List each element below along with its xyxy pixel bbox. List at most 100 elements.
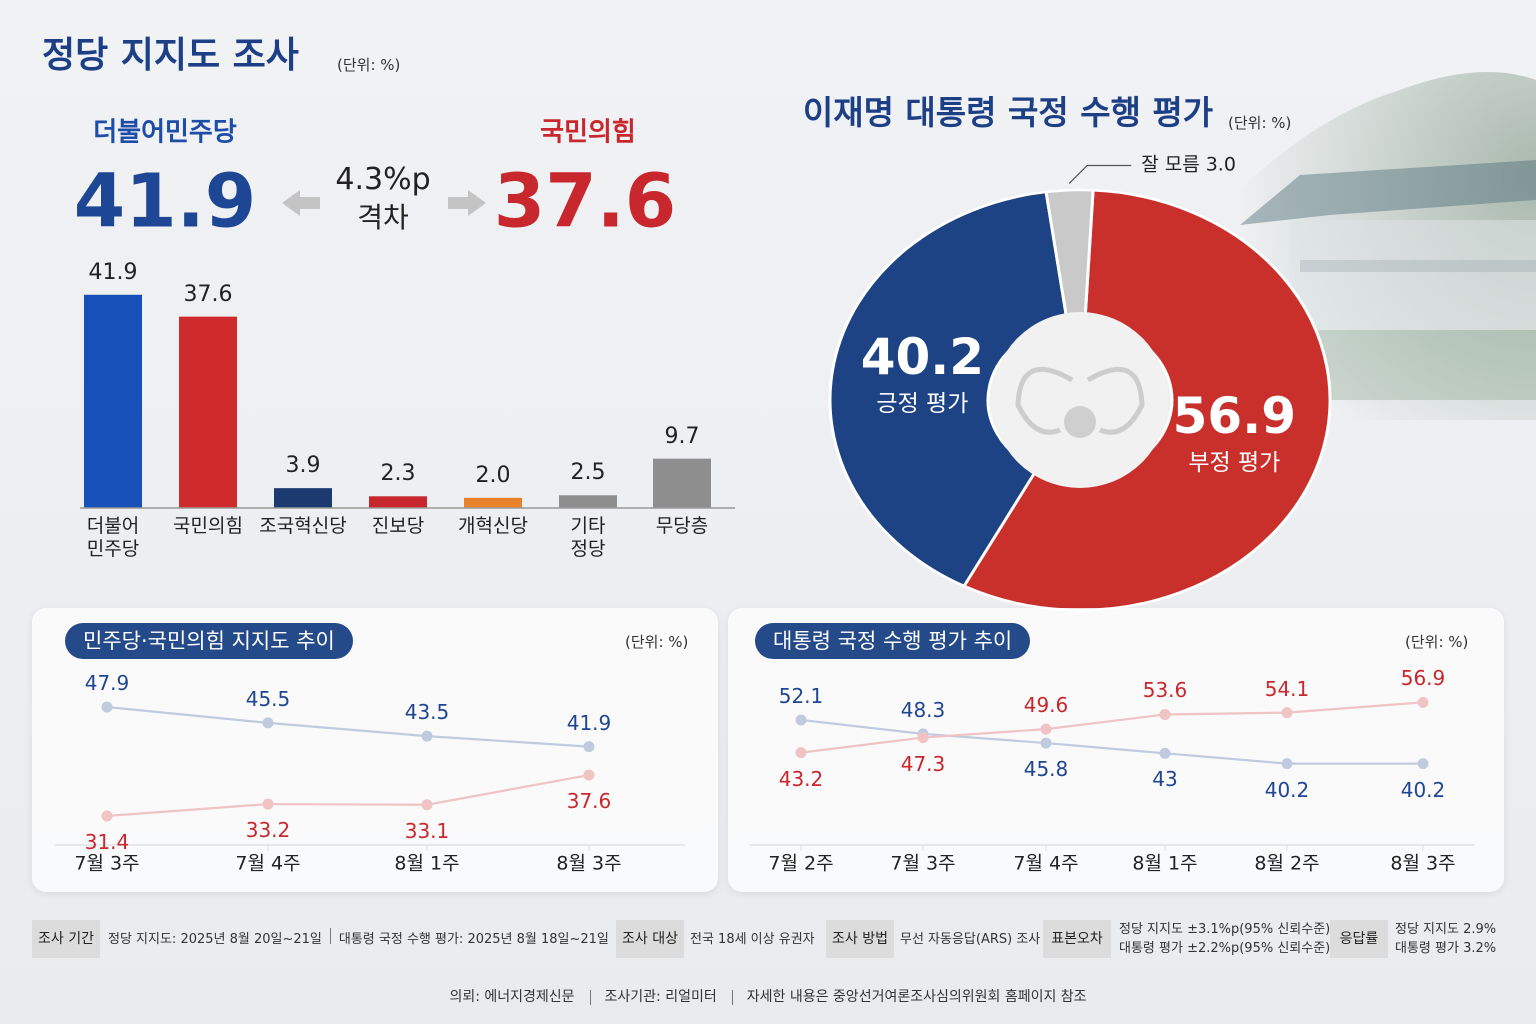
x-tick-label: 8월 1주 bbox=[394, 852, 460, 875]
footer-text: 무선 자동응답(ARS) 조사 bbox=[900, 931, 1041, 947]
x-tick-label: 8월 1주 bbox=[1132, 852, 1198, 875]
value-label: 2.3 bbox=[380, 461, 416, 487]
gap-label: 격차 bbox=[357, 201, 409, 235]
x-tick-label: 7월 3주 bbox=[74, 852, 140, 875]
footer-text: 대통령 평가 ±2.2%p(95% 신뢰수준) bbox=[1119, 941, 1331, 956]
value-label: 45.8 bbox=[1023, 757, 1069, 782]
leader-line bbox=[1068, 164, 1132, 184]
category-label: 긍정 평가 bbox=[876, 391, 969, 418]
separator bbox=[589, 990, 591, 1005]
value-label: 47.3 bbox=[900, 751, 946, 776]
building bbox=[1290, 220, 1536, 330]
value-label: 49.6 bbox=[1023, 693, 1069, 718]
value-label: 52.1 bbox=[778, 683, 824, 708]
right-value: 37.6 bbox=[493, 158, 677, 245]
value-label: 53.6 bbox=[1142, 678, 1188, 703]
footer-label: 조사 대상 bbox=[616, 920, 684, 958]
credit: 조사기관: 리얼미터 bbox=[604, 989, 717, 1005]
x-tick-label: 개혁신당 bbox=[458, 515, 528, 537]
value-label: 43 bbox=[1152, 767, 1178, 792]
footer-text: 정당 지지도: 2025년 8월 20일~21일 bbox=[108, 932, 322, 947]
roof bbox=[1240, 160, 1536, 225]
value-label: 3.0 bbox=[1205, 154, 1236, 177]
footer-label: 응답률 bbox=[1330, 920, 1388, 958]
value-label: 37.6 bbox=[183, 281, 233, 307]
unit: (단위: %) bbox=[1405, 633, 1469, 651]
footer-text: 대통령 평가 3.2% bbox=[1395, 941, 1497, 956]
chart-title: 대통령 국정 수행 평가 추이 bbox=[755, 623, 1031, 659]
footer-text: 정당 지지도 ±3.1%p(95% 신뢰수준) bbox=[1119, 922, 1331, 937]
value-label: 37.6 bbox=[566, 789, 612, 814]
value-label: 45.5 bbox=[245, 686, 291, 711]
value-label: 41.9 bbox=[88, 259, 138, 285]
footer-label: 조사 기간 bbox=[32, 920, 100, 958]
x-tick-label: 7월 4주 bbox=[1013, 852, 1079, 875]
credit: 의뢰: 에너지경제신문 bbox=[449, 989, 575, 1005]
right-party: 국민의힘 bbox=[540, 117, 636, 148]
footer-text: 대통령 국정 수행 평가: 2025년 8월 18일~21일 bbox=[338, 932, 609, 947]
x-tick-label: 국민의힘 bbox=[173, 515, 243, 537]
category-label: 부정 평가 bbox=[1188, 449, 1281, 476]
credit: 자세한 내용은 중앙선거여론조사심의위원회 홈페이지 참조 bbox=[746, 989, 1087, 1005]
unit: (단위: %) bbox=[625, 633, 689, 651]
bar bbox=[653, 458, 711, 508]
separator bbox=[731, 990, 733, 1005]
x-tick-label: 더불어 민주당 bbox=[86, 515, 140, 560]
donut-center bbox=[992, 312, 1168, 488]
arrow-left bbox=[282, 190, 320, 216]
bar bbox=[369, 496, 427, 508]
title: 정당 지지도 조사 bbox=[42, 35, 299, 76]
footer-label: 표본오차 bbox=[1043, 920, 1111, 958]
value-label: 3.9 bbox=[285, 452, 321, 478]
value-label: 31.4 bbox=[84, 829, 130, 854]
x-tick-label: 7월 4주 bbox=[235, 852, 301, 875]
value-label: 43.5 bbox=[404, 700, 450, 725]
x-tick-label: 무당층 bbox=[655, 515, 709, 537]
arrow-right bbox=[448, 190, 486, 216]
bar bbox=[274, 488, 332, 508]
x-tick-label: 조국혁신당 bbox=[259, 515, 347, 537]
value-label: 9.7 bbox=[664, 423, 700, 449]
emblem-wings bbox=[1015, 367, 1145, 435]
value-label: 40.2 bbox=[1400, 777, 1446, 802]
x-tick-label: 진보당 bbox=[371, 515, 425, 537]
value-label: 40.2 bbox=[1264, 777, 1310, 802]
emblem bbox=[1064, 406, 1096, 438]
footer-text: 전국 18세 이상 유권자 bbox=[690, 931, 815, 947]
bar bbox=[179, 316, 237, 508]
value-label: 47.9 bbox=[84, 671, 130, 696]
donut-unit: (단위: %) bbox=[1228, 114, 1292, 132]
x-tick-label: 기타 정당 bbox=[570, 515, 606, 560]
gap: 4.3%p bbox=[335, 162, 431, 197]
category-label: 잘 모름 bbox=[1141, 154, 1200, 177]
value-label: 43.2 bbox=[778, 766, 824, 791]
value-label: 40.2 bbox=[860, 327, 985, 386]
value-label: 48.3 bbox=[900, 697, 946, 722]
donut-segment bbox=[828, 190, 1070, 588]
value-label: 33.2 bbox=[245, 818, 291, 843]
value-label: 2.5 bbox=[570, 460, 606, 486]
x-tick-label: 7월 2주 bbox=[768, 852, 834, 875]
footer-label: 조사 방법 bbox=[826, 920, 894, 958]
bar bbox=[84, 294, 142, 508]
value-label: 33.1 bbox=[404, 818, 450, 843]
value-label: 56.9 bbox=[1172, 386, 1296, 445]
donut-title: 이재명 대통령 국정 수행 평가 bbox=[802, 93, 1214, 133]
bar bbox=[559, 495, 617, 508]
value-label: 41.9 bbox=[566, 710, 612, 735]
x-tick-label: 8월 3주 bbox=[1390, 852, 1456, 875]
footer-text: 정당 지지도 2.9% bbox=[1395, 922, 1497, 937]
chart-title: 민주당·국민의힘 지지도 추이 bbox=[65, 623, 353, 659]
x-tick-label: 7월 3주 bbox=[890, 852, 956, 875]
x-tick-label: 8월 2주 bbox=[1254, 852, 1320, 875]
left-value: 41.9 bbox=[73, 158, 257, 245]
value-label: 54.1 bbox=[1264, 676, 1310, 701]
building-band bbox=[1300, 260, 1536, 272]
bar bbox=[464, 497, 522, 508]
unit: (단위: %) bbox=[337, 56, 401, 74]
donut bbox=[828, 188, 1332, 612]
x-tick-label: 8월 3주 bbox=[556, 852, 622, 875]
separator bbox=[329, 928, 331, 944]
